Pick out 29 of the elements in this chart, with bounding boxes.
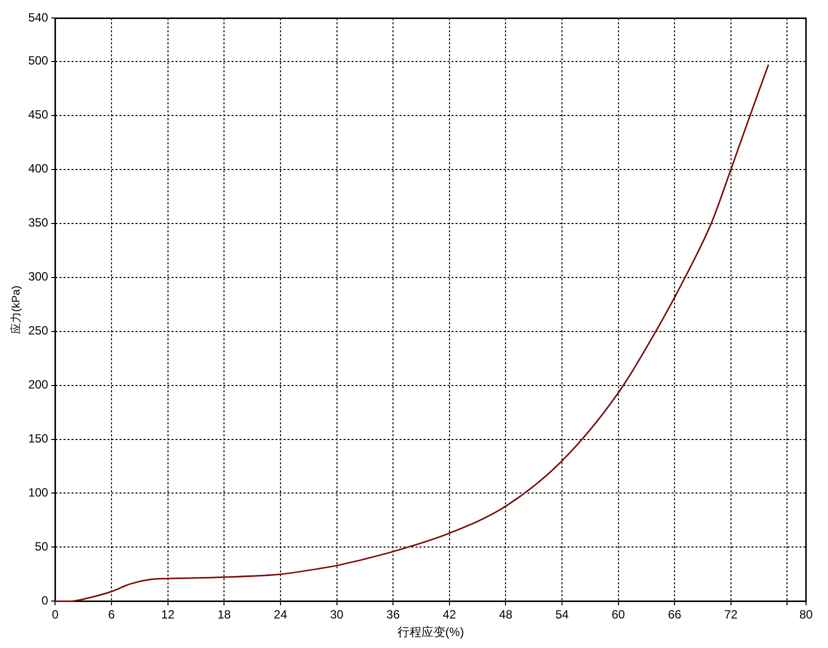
x-tick-label: 66 [668, 608, 682, 622]
y-axis-title: 应力(kPa) [10, 286, 23, 334]
x-axis-title: 行程应变(%) [397, 625, 464, 640]
y-tick-label: 100 [28, 486, 49, 500]
x-tick-label: 72 [724, 608, 738, 622]
x-tick-label: 30 [330, 608, 344, 622]
x-tick-label: 60 [612, 608, 626, 622]
x-tick-label: 6 [108, 608, 116, 622]
x-tick-label: 18 [217, 608, 232, 622]
y-tick-label: 50 [34, 540, 49, 554]
x-tick-label: 48 [499, 608, 513, 622]
x-tick-label: 0 [52, 608, 59, 622]
y-tick-label: 350 [28, 216, 49, 230]
y-tick-label: 0 [42, 594, 49, 608]
y-tick-label: 400 [28, 162, 49, 176]
y-tick-label: 200 [28, 378, 49, 392]
y-tick-label: 500 [28, 54, 49, 68]
y-tick-label: 450 [28, 108, 49, 122]
x-tick-label: 54 [555, 608, 569, 622]
x-tick-label: 24 [274, 608, 288, 622]
x-tick-label: 36 [386, 608, 400, 622]
y-tick-label: 540 [28, 10, 49, 25]
x-tick-label: 80 [799, 608, 813, 622]
line-series [54, 64, 770, 602]
x-tick-label: 12 [161, 608, 175, 622]
y-tick-label: 150 [28, 432, 49, 446]
y-tick-label: 250 [28, 324, 49, 338]
x-tick-label: 42 [442, 608, 456, 622]
y-tick-label: 300 [28, 270, 49, 284]
